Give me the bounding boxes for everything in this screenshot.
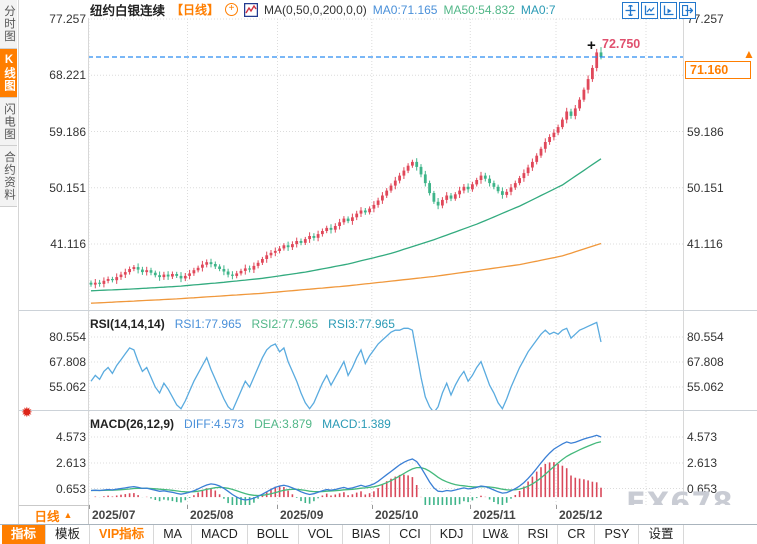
month-tick	[89, 505, 90, 509]
indicator-toolbar: 指标 模板 VIP指标 MA MACD BOLL VOL BIAS CCI KDJ LW& RSI CR…	[0, 524, 757, 544]
sidebar-tab-3[interactable]: 合约资料	[0, 146, 17, 207]
bottom-tab-9[interactable]: KDJ	[431, 525, 474, 544]
month-label: 2025/07	[92, 508, 136, 522]
bottom-tab-4[interactable]: MACD	[192, 525, 248, 544]
sidebar: 分时图 K线图 闪电图 合约资料	[0, 0, 19, 544]
ma50-value: MA50:54.832	[443, 2, 515, 17]
bottom-tab-3[interactable]: MA	[154, 525, 192, 544]
month-tick	[372, 505, 373, 509]
month-label: 2025/08	[190, 508, 234, 522]
bottom-tab-6[interactable]: VOL	[299, 525, 343, 544]
period-label: 日线	[34, 509, 60, 524]
rsi-chart[interactable]	[88, 311, 683, 414]
plot-right-border	[683, 18, 684, 505]
crosshair-marker: +	[587, 37, 596, 54]
pan-crosshair-icon[interactable]	[622, 2, 639, 19]
price-up-arrow-icon: ▲	[743, 47, 755, 61]
month-label: 2025/11	[473, 508, 516, 522]
macd-value: MACD:1.389	[322, 417, 391, 431]
axis-tick-label: 0.653	[687, 481, 718, 496]
axis-tick-label: 67.808	[687, 355, 724, 369]
axis-tick-label: 55.062	[49, 380, 86, 394]
pane-separator	[18, 410, 757, 411]
axis-tick-label: 2.613	[687, 456, 718, 470]
candlestick-chart[interactable]	[88, 18, 683, 310]
axis-tick-label: 59.186	[687, 124, 724, 139]
bottom-tab-5[interactable]: BOLL	[248, 525, 299, 544]
ma200-value: MA0:7	[520, 2, 556, 17]
bottom-tab-14[interactable]: 设置	[639, 525, 684, 544]
month-tick	[187, 505, 188, 509]
time-axis: 日线 ▲ 2025/07 2025/08 2025/09 2025/10 2025/11…	[0, 505, 757, 525]
axis-tick-label: 59.186	[49, 124, 86, 139]
diff-value: DIFF:4.573	[184, 417, 245, 431]
month-label: 2025/09	[280, 508, 324, 522]
period-selector[interactable]: 日线 ▲	[18, 505, 89, 525]
axis-tick-label: 41.116	[50, 237, 86, 251]
bottom-tab-10[interactable]: LW&	[473, 525, 519, 544]
bottom-tab-0[interactable]: 指标	[2, 525, 47, 544]
axis-tick-label: 50.151	[687, 180, 724, 195]
bottom-tab-1[interactable]: 模板	[46, 525, 91, 544]
axis-tick-label: 50.151	[49, 180, 86, 195]
bottom-tab-2[interactable]: VIP指标	[90, 525, 155, 544]
rsi1-value: RSI1:77.965	[174, 317, 242, 331]
rsi3-value: RSI3:77.965	[328, 317, 395, 331]
add-indicator-icon[interactable]: +	[225, 3, 239, 16]
axis-tick-label: 80.554	[49, 330, 86, 344]
bottom-tab-12[interactable]: CR	[558, 525, 596, 544]
plot-left-border	[88, 18, 89, 505]
dea-value: DEA:3.879	[254, 417, 313, 431]
axis-tick-label: 55.062	[687, 380, 724, 394]
sidebar-tab-2[interactable]: 闪电图	[0, 97, 17, 146]
axis-tick-label: 77.257	[687, 12, 724, 26]
rsi2-value: RSI2:77.965	[251, 317, 319, 331]
axis-tick-label: 80.554	[687, 330, 724, 344]
mini-chart-icon	[244, 2, 259, 17]
axis-tick-label: 41.116	[687, 237, 723, 251]
chart-header: 纽约白银连续 【日线】 + MA(0,50,0,200,0,0) MA0:71.…	[90, 2, 556, 18]
bottom-tab-7[interactable]: BIAS	[343, 525, 391, 544]
session-high-label: 72.750	[602, 37, 641, 51]
axis-tick-label: 0.653	[55, 481, 86, 496]
rsi-header: RSI(14,14,14) RSI1:77.965 RSI2:77.965 RS…	[90, 317, 395, 331]
month-tick	[470, 505, 471, 509]
sidebar-tab-1[interactable]: K线图	[0, 48, 17, 98]
pane-separator	[18, 310, 757, 311]
axis-play-icon[interactable]	[660, 2, 677, 19]
axis-tick-label: 2.613	[55, 456, 86, 470]
month-label: 2025/10	[375, 508, 419, 522]
month-label: 2025/12	[559, 508, 603, 522]
ma0-value: MA0:71.165	[372, 2, 438, 17]
axis-tick-label: 4.573	[55, 430, 86, 444]
month-tick	[556, 505, 557, 509]
rsi-params-label: RSI(14,14,14)	[90, 317, 165, 331]
bottom-tab-13[interactable]: PSY	[595, 525, 640, 544]
instrument-title: 纽约白银连续	[90, 4, 166, 18]
axis-tick-label: 68.221	[49, 68, 86, 83]
month-tick	[277, 505, 278, 509]
period-arrow-icon: ▲	[63, 510, 73, 520]
current-price-badge: 71.160	[685, 61, 751, 79]
axis-tick-label: 67.808	[49, 355, 86, 369]
collapse-right-icon[interactable]	[679, 2, 696, 19]
period-tag[interactable]: 【日线】	[171, 3, 220, 17]
axis-tick-label: 4.573	[687, 430, 718, 444]
toolbar-filler	[684, 525, 757, 544]
axis-tick-label: 77.257	[49, 12, 86, 26]
macd-header: MACD(26,12,9) DIFF:4.573 DEA:3.879 MACD:…	[90, 417, 391, 431]
sidebar-tab-0[interactable]: 分时图	[0, 0, 17, 49]
alert-sun-icon[interactable]: ✹	[21, 404, 33, 420]
bottom-tab-11[interactable]: RSI	[519, 525, 559, 544]
macd-params-label: MACD(26,12,9)	[90, 417, 175, 431]
ma-params-label: MA(0,50,0,200,0,0)	[264, 2, 367, 17]
bottom-tab-8[interactable]: CCI	[390, 525, 431, 544]
axis-scale-icon[interactable]	[641, 2, 658, 19]
chart-tool-icons	[622, 2, 696, 19]
